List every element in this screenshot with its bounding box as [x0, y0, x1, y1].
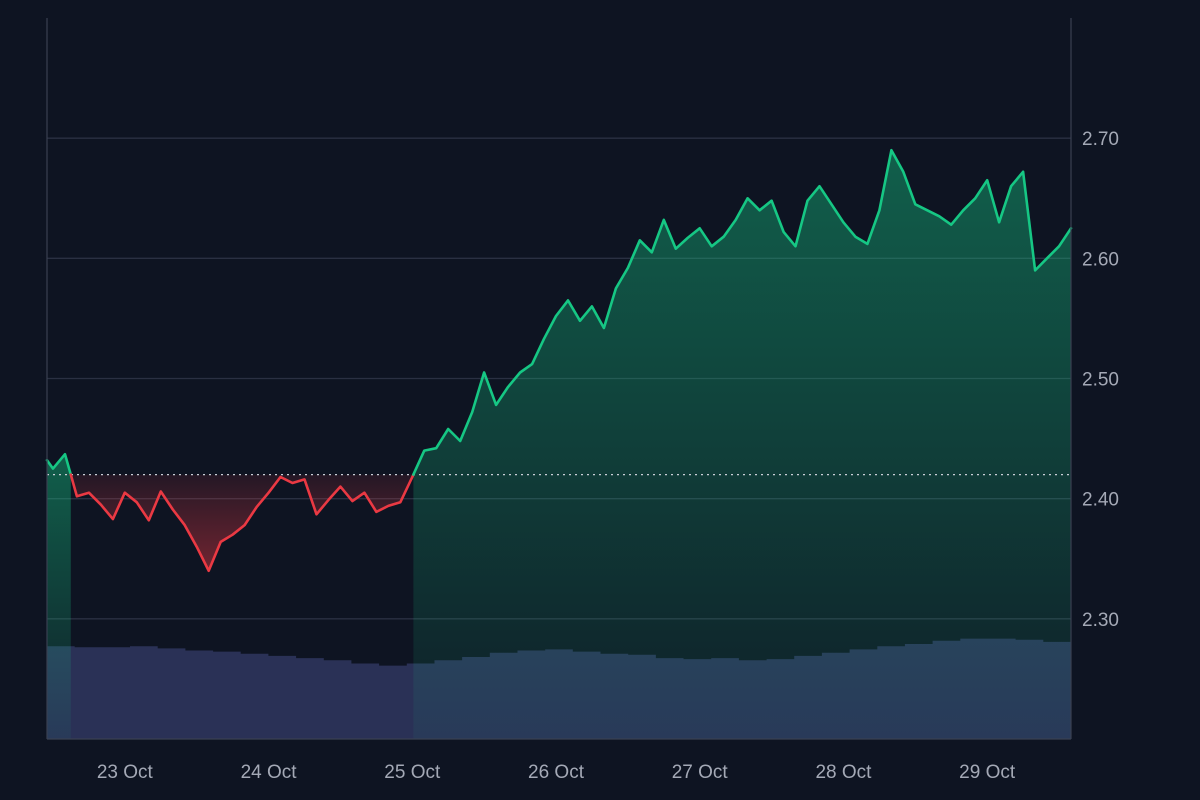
y-tick-label: 2.30 — [1082, 610, 1119, 631]
price-line — [45, 148, 1073, 573]
x-tick-label: 25 Oct — [384, 762, 441, 783]
x-tick-label: 24 Oct — [241, 762, 298, 783]
x-tick-label: 29 Oct — [959, 762, 1016, 783]
up-line-0 — [45, 452, 73, 476]
x-tick-label: 26 Oct — [528, 762, 585, 783]
x-tick-label: 23 Oct — [97, 762, 154, 783]
y-tick-label: 2.40 — [1082, 490, 1119, 511]
up-area-0 — [47, 454, 71, 739]
x-tick-label: 27 Oct — [672, 762, 729, 783]
up-area-2 — [413, 150, 1071, 739]
y-tick-label: 2.50 — [1082, 370, 1119, 391]
x-axis: 23 Oct 24 Oct 25 Oct 26 Oct 27 Oct 28 Oct 29 O… — [97, 762, 1016, 783]
up-line-2 — [412, 148, 1073, 476]
x-tick-label: 28 Oct — [815, 762, 872, 783]
y-axis: 2.30 2.40 2.50 2.60 2.70 — [1082, 129, 1119, 631]
y-tick-label: 2.70 — [1082, 129, 1119, 150]
y-tick-label: 2.60 — [1082, 249, 1119, 270]
down-line-1 — [69, 473, 415, 573]
plot-frame — [46, 18, 1072, 740]
